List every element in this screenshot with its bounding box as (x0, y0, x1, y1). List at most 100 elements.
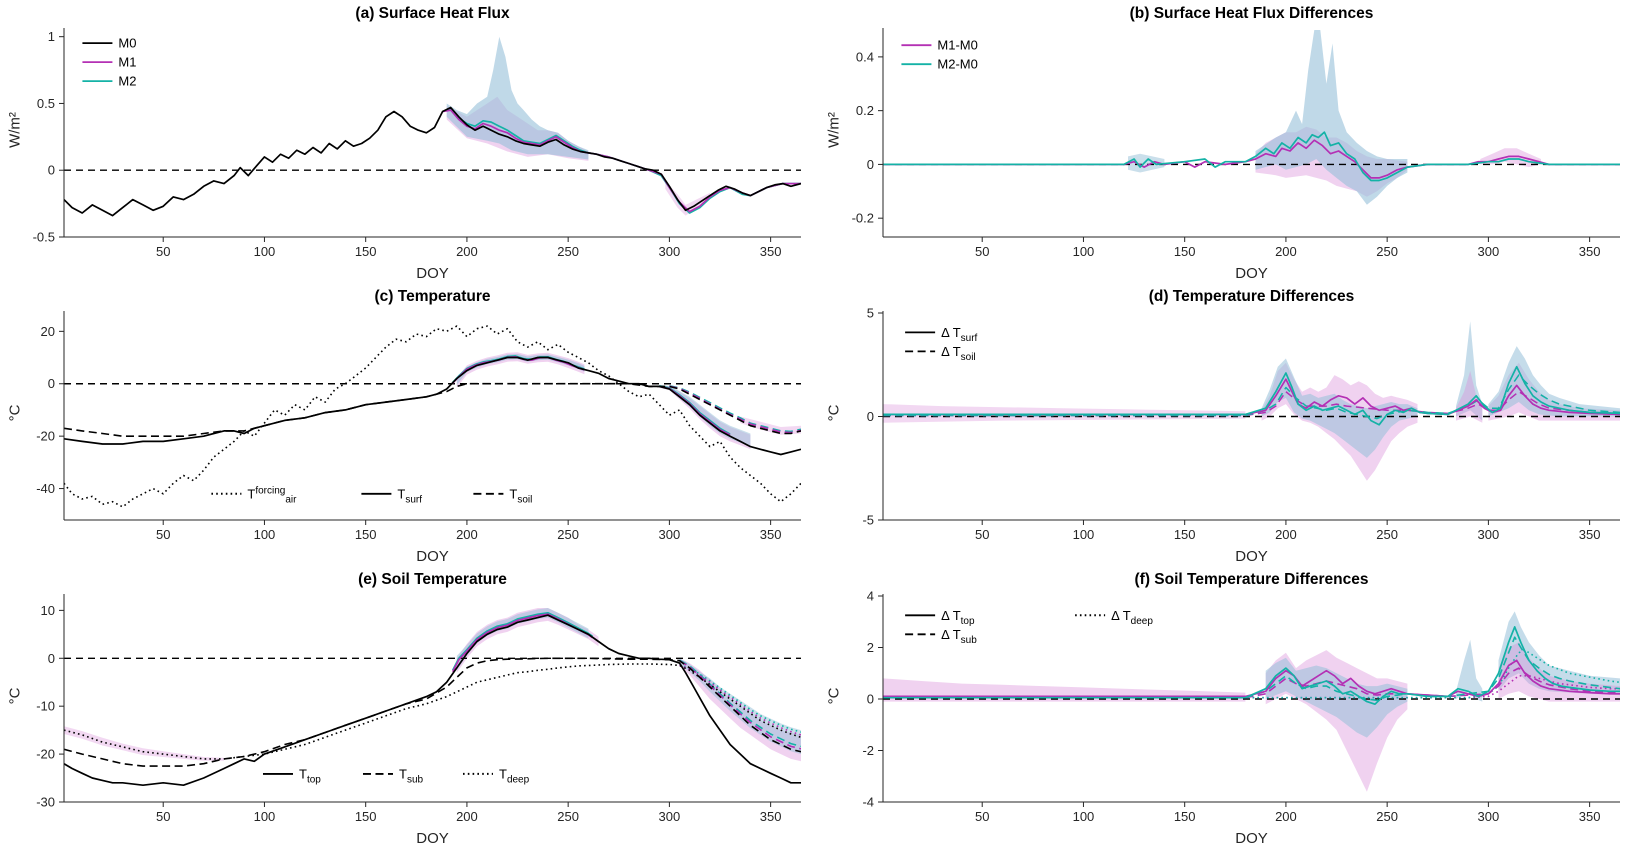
svg-text:-2: -2 (862, 743, 874, 758)
chart-d-xlabel: DOY (1235, 548, 1268, 565)
svg-text:0.2: 0.2 (856, 103, 874, 118)
svg-text:50: 50 (156, 527, 170, 542)
svg-text:350: 350 (760, 527, 782, 542)
svg-text:-0.5: -0.5 (33, 230, 55, 245)
svg-text:0: 0 (48, 376, 55, 391)
svg-text:200: 200 (1275, 809, 1297, 824)
svg-text:100: 100 (254, 527, 276, 542)
svg-text:0.5: 0.5 (37, 96, 55, 111)
svg-text:150: 150 (1174, 809, 1196, 824)
svg-text:150: 150 (355, 244, 377, 259)
chart-c-svg: 50 100 150 200 250 300 350 -40 -20 0 20 Tforcingair… (36, 311, 801, 542)
svg-text:200: 200 (1275, 527, 1297, 542)
chart-b-xlabel: DOY (1235, 265, 1268, 282)
chart-e-xlabel: DOY (416, 830, 449, 847)
svg-text:50: 50 (975, 527, 989, 542)
panel-b-surface-heat-flux-differences: 50 100 150 200 250 300 350 -0.2 0 0.2 0.4 M1-M0 M2-M… (819, 0, 1638, 283)
svg-text:250: 250 (1376, 244, 1398, 259)
svg-text:100: 100 (1073, 244, 1095, 259)
chart-c-title: (c) Temperature (374, 288, 491, 305)
svg-text:Tforcingair: Tforcingair (247, 485, 297, 505)
panel-f-soil-temperature-differences: 50 100 150 200 250 300 350 -4 -2 0 2 4 Δ Ttop Δ Tsub Δ… (819, 566, 1638, 848)
panel-e-soil-temperature: 50 100 150 200 250 300 350 -30 -20 -10 0 10 Ttop Tsub… (0, 566, 819, 848)
svg-text:-40: -40 (36, 481, 55, 496)
svg-text:100: 100 (254, 244, 276, 259)
chart-b-ylabel: W/m² (825, 112, 843, 148)
svg-text:100: 100 (1073, 527, 1095, 542)
svg-text:0: 0 (48, 651, 55, 666)
svg-text:150: 150 (355, 809, 377, 824)
chart-e-ylabel: °C (6, 687, 24, 705)
svg-text:-4: -4 (862, 795, 874, 810)
panel-c-temperature: 50 100 150 200 250 300 350 -40 -20 0 20 Tforcingair… (0, 283, 819, 566)
svg-text:300: 300 (659, 244, 681, 259)
chart-c-ylabel: °C (6, 404, 24, 422)
svg-text:50: 50 (975, 244, 989, 259)
svg-text:Tdeep: Tdeep (499, 766, 530, 785)
svg-text:Δ Tsurf: Δ Tsurf (941, 325, 977, 344)
chart-b-svg: 50 100 150 200 250 300 350 -0.2 0 0.2 0.4 M1-M0 M2-M… (852, 28, 1620, 259)
chart-f-xlabel: DOY (1235, 830, 1268, 847)
chart-a-title: (a) Surface Heat Flux (355, 5, 510, 22)
svg-text:250: 250 (557, 527, 579, 542)
svg-text:-20: -20 (36, 429, 55, 444)
svg-text:0: 0 (48, 163, 55, 178)
chart-f-title: (f) Soil Temperature Differences (1134, 571, 1369, 588)
svg-text:200: 200 (456, 244, 478, 259)
svg-text:350: 350 (1579, 809, 1601, 824)
svg-text:M1: M1 (118, 55, 136, 70)
svg-text:M2-M0: M2-M0 (937, 57, 977, 72)
svg-text:Δ Tsub: Δ Tsub (941, 627, 977, 646)
svg-text:0: 0 (867, 409, 874, 424)
svg-text:Ttop: Ttop (299, 766, 321, 785)
svg-text:0: 0 (867, 157, 874, 172)
svg-text:5: 5 (867, 306, 874, 321)
svg-text:350: 350 (760, 809, 782, 824)
svg-text:0.4: 0.4 (856, 49, 874, 64)
chart-a-xlabel: DOY (416, 265, 449, 282)
svg-text:Tsub: Tsub (399, 766, 424, 785)
svg-text:10: 10 (41, 603, 55, 618)
svg-text:300: 300 (1478, 809, 1500, 824)
svg-text:300: 300 (1478, 244, 1500, 259)
panel-d-temperature-differences: 50 100 150 200 250 300 350 -5 0 5 Δ Tsurf Δ Tsoil (… (819, 283, 1638, 566)
svg-text:2: 2 (867, 640, 874, 655)
svg-text:M1-M0: M1-M0 (937, 38, 977, 53)
svg-text:300: 300 (1478, 527, 1500, 542)
svg-text:200: 200 (456, 527, 478, 542)
chart-d-ylabel: °C (825, 404, 843, 422)
panel-a-surface-heat-flux: 50 100 150 200 250 300 350 -0.5 0 0.5 1 M0 M1 M2 (a) … (0, 0, 819, 283)
chart-b-title: (b) Surface Heat Flux Differences (1129, 5, 1374, 22)
chart-e-title: (e) Soil Temperature (358, 571, 507, 588)
svg-text:350: 350 (760, 244, 782, 259)
chart-d-title: (d) Temperature Differences (1148, 288, 1355, 305)
svg-text:150: 150 (1174, 244, 1196, 259)
svg-text:Δ Tsoil: Δ Tsoil (941, 344, 976, 363)
svg-text:100: 100 (254, 809, 276, 824)
svg-text:350: 350 (1579, 527, 1601, 542)
chart-f-ylabel: °C (825, 687, 843, 705)
svg-text:300: 300 (659, 527, 681, 542)
svg-text:300: 300 (659, 809, 681, 824)
svg-text:Δ Ttop: Δ Ttop (941, 608, 975, 627)
chart-a-svg: 50 100 150 200 250 300 350 -0.5 0 0.5 1 M0 M1 M2 (33, 28, 801, 259)
svg-text:200: 200 (456, 809, 478, 824)
svg-text:Tsurf: Tsurf (397, 486, 422, 505)
svg-text:-10: -10 (36, 699, 55, 714)
chart-c-xlabel: DOY (416, 548, 449, 565)
svg-text:Tsoil: Tsoil (509, 486, 532, 505)
svg-text:M2: M2 (118, 74, 136, 89)
svg-text:200: 200 (1275, 244, 1297, 259)
svg-text:20: 20 (41, 324, 55, 339)
svg-text:1: 1 (48, 29, 55, 44)
svg-text:-30: -30 (36, 795, 55, 810)
svg-text:250: 250 (1376, 527, 1398, 542)
svg-text:-0.2: -0.2 (852, 211, 874, 226)
svg-text:-20: -20 (36, 747, 55, 762)
svg-text:50: 50 (156, 244, 170, 259)
svg-text:150: 150 (355, 527, 377, 542)
svg-text:0: 0 (867, 692, 874, 707)
